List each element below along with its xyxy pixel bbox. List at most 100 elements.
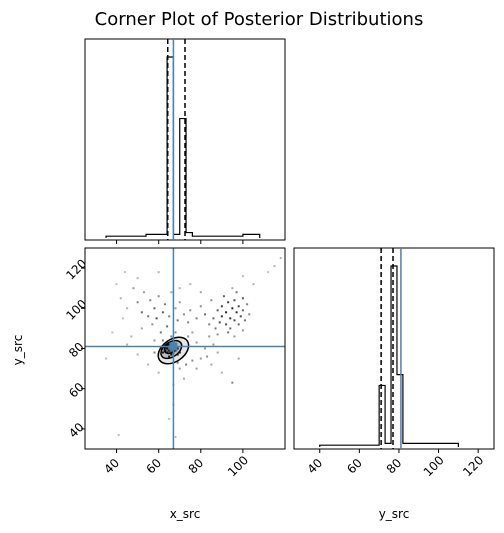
scatter-point [233, 319, 236, 322]
core-point [170, 353, 173, 356]
scatter-point [182, 377, 185, 380]
x-src-histogram-panel [84, 38, 286, 244]
core-point [159, 347, 162, 350]
scatter-point [164, 303, 166, 306]
joint-y-tick-label-120: 120 [63, 256, 89, 282]
scatter-point [151, 323, 154, 326]
scatter-point [235, 291, 238, 294]
scatter-point [246, 303, 249, 306]
scatter-point [195, 341, 198, 344]
scatter-point [149, 299, 152, 302]
scatter-point [199, 305, 202, 308]
scatter-point [178, 367, 181, 370]
scatter-point [161, 339, 164, 342]
scatter-point [136, 353, 139, 356]
scatter-point [195, 367, 198, 370]
x-src-histogram-step [105, 56, 261, 238]
scatter-point [189, 309, 192, 312]
joint-x-tick-label-40: 40 [101, 456, 122, 477]
core-point [161, 351, 164, 354]
scatter-point [178, 301, 181, 304]
scatter-point [220, 305, 223, 308]
scatter-point [227, 301, 230, 304]
scatter-point [237, 305, 240, 308]
scatter-point [220, 315, 223, 318]
y-src-hist-tick-label-40: 40 [305, 456, 326, 477]
scatter-point [130, 335, 133, 338]
y-src-hist-tick-label-80: 80 [384, 456, 405, 477]
scatter-point [136, 277, 139, 280]
scatter-point [208, 335, 211, 338]
scatter-point [170, 335, 173, 338]
y-src-hist-tick-label-60: 60 [344, 456, 365, 477]
scatter-point [267, 271, 270, 274]
scatter-point [168, 417, 171, 420]
scatter-point [182, 313, 185, 316]
joint-x-tick-label-100: 100 [225, 453, 251, 479]
joint-y-tick-label-80: 80 [66, 340, 87, 361]
scatter-point [147, 363, 150, 366]
scatter-point [157, 271, 160, 274]
scatter-point [126, 307, 129, 310]
scatter-point [178, 287, 181, 290]
y-src-bin-8 [379, 385, 385, 447]
core-point [168, 343, 171, 346]
scatter-point [157, 295, 160, 298]
joint-y-tick-label-40: 40 [66, 420, 87, 441]
joint-x-tick-label-80: 80 [186, 456, 207, 477]
scatter-point [241, 329, 244, 332]
scatter-point [174, 331, 177, 334]
scatter-point [279, 257, 282, 260]
chart-title: Corner Plot of Posterior Distributions [95, 9, 424, 30]
scatter-point [191, 359, 194, 362]
y-src-hist-tick-label-120: 120 [460, 453, 486, 479]
scatter-point [157, 371, 160, 374]
scatter-point [235, 311, 238, 314]
scatter-point [153, 307, 156, 310]
scatter-point [241, 275, 244, 278]
scatter-point [126, 343, 129, 346]
joint-scatter-points [105, 257, 282, 438]
scatter-point [176, 319, 179, 322]
y-axis-label-y-src: y_src [11, 335, 25, 366]
y-src-hist-tick-label-100: 100 [421, 453, 447, 479]
scatter-point [214, 327, 217, 330]
scatter-point [155, 317, 158, 320]
scatter-point [204, 313, 206, 316]
scatter-point [199, 291, 202, 294]
scatter-point [142, 291, 145, 294]
core-point [164, 349, 166, 352]
core-point [168, 355, 171, 358]
scatter-point [229, 317, 232, 320]
core-point [176, 353, 179, 356]
core-point [166, 351, 169, 354]
scatter-point [208, 323, 211, 326]
scatter-point [233, 335, 236, 338]
scatter-point [241, 309, 244, 312]
joint-x-tick-label-60: 60 [144, 456, 165, 477]
scatter-point [231, 287, 234, 290]
scatter-point [168, 315, 171, 318]
scatter-point [229, 327, 232, 330]
scatter-point [187, 321, 190, 324]
scatter-point [187, 335, 190, 338]
x-axis-label-x-src: x_src [170, 507, 201, 521]
scatter-point [124, 271, 126, 274]
scatter-point [195, 317, 198, 320]
scatter-point [252, 283, 255, 286]
joint-y-tick-label-100: 100 [63, 297, 89, 323]
scatter-point [237, 357, 240, 360]
scatter-point [199, 357, 202, 360]
scatter-point [241, 297, 244, 300]
y-src-histogram-panel: 40 60 80 100 120 [293, 247, 495, 479]
scatter-point [216, 309, 219, 312]
scatter-point [140, 311, 143, 314]
scatter-point [273, 265, 276, 268]
core-point [168, 349, 171, 352]
core-point [176, 347, 179, 350]
joint-y-tick-label-60: 60 [66, 380, 87, 401]
scatter-point [231, 307, 234, 310]
joint-scatter-panel: 40 60 80 100 40 60 80 100 120 [63, 247, 286, 479]
scatter-point [210, 299, 213, 302]
